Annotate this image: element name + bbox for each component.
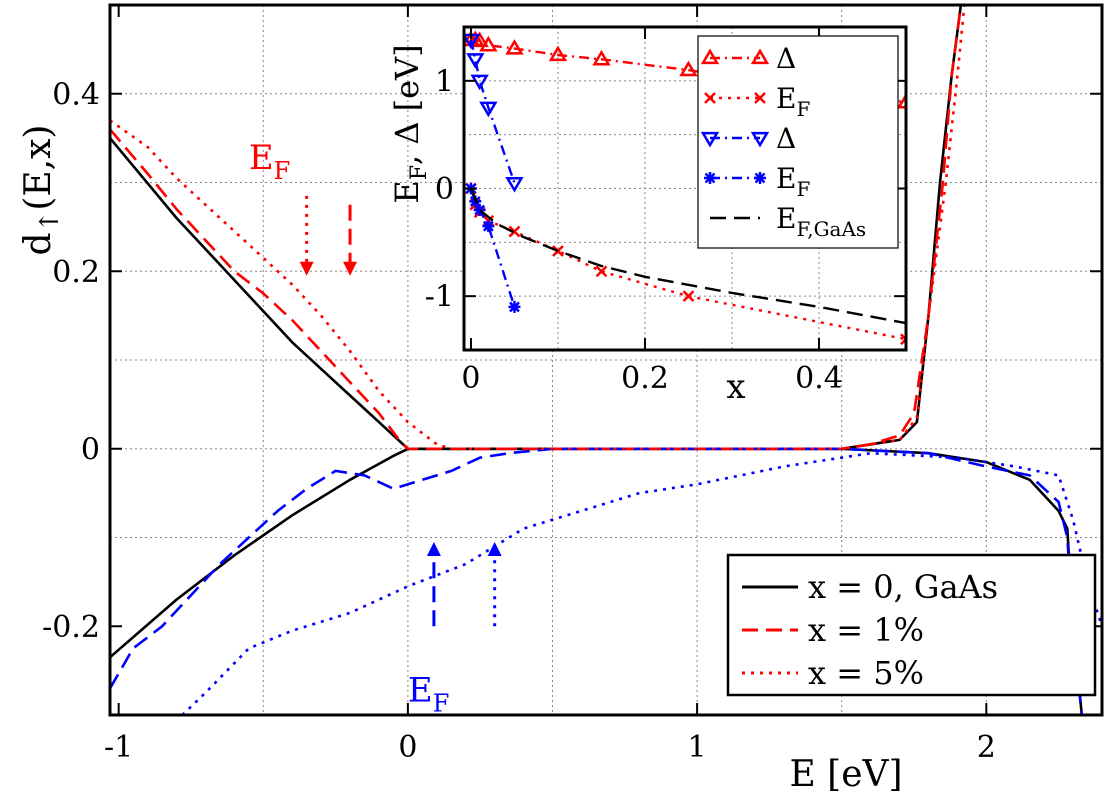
fermi-label-0: EF bbox=[249, 138, 290, 185]
main-ytick-label: 0.2 bbox=[52, 255, 100, 290]
fermi-label-main: E bbox=[408, 671, 433, 711]
inset-legend-marker-0-a bbox=[700, 48, 720, 65]
inset-point-1-7 bbox=[682, 290, 695, 303]
fermi-arrow-head-2 bbox=[426, 541, 441, 556]
inset-xtick-label: 0.4 bbox=[795, 361, 843, 396]
inset-legend-label-main: E bbox=[776, 162, 796, 195]
inset-point-3-3 bbox=[482, 220, 495, 233]
inset-legend-marker-0-b bbox=[750, 48, 770, 65]
inset-point-2-2 bbox=[470, 74, 489, 91]
inset-legend-marker-2-a bbox=[700, 131, 720, 148]
inset-y-label-main: E bbox=[388, 180, 426, 203]
inset-ytick-label: 0 bbox=[435, 172, 454, 207]
inset-legend-label-3: EF bbox=[776, 162, 810, 201]
main-ytick-label: -0.2 bbox=[42, 610, 100, 645]
inset-legend-marker-1-b bbox=[754, 92, 766, 104]
inset-point-2-3 bbox=[479, 101, 498, 118]
inset-y-label-sub: F bbox=[407, 165, 432, 180]
inset-legend-label-main: E bbox=[776, 82, 796, 115]
inset-point-0-4 bbox=[505, 39, 524, 55]
inset-legend-label-4: EF,GaAs bbox=[776, 202, 866, 241]
svg-text:d↑(E,x): d↑(E,x) bbox=[18, 125, 65, 256]
inset-legend-marker-3-a bbox=[704, 172, 716, 184]
inset-legend-label-2: Δ bbox=[776, 122, 796, 155]
main-xtick-label: 2 bbox=[977, 730, 996, 765]
main-x-axis-label: E [eV] bbox=[789, 754, 902, 795]
svg-text:EF, Δ [eV]: EF, Δ [eV] bbox=[388, 44, 432, 203]
inset-ytick-label: 1 bbox=[435, 64, 454, 99]
inset-point-1-5 bbox=[552, 245, 564, 257]
y-label-tail: (E,x) bbox=[18, 125, 59, 211]
y-label-sub: ↑ bbox=[35, 211, 65, 233]
inset-xtick-label: 0.2 bbox=[621, 361, 669, 396]
main-frame bbox=[108, 3, 1104, 717]
inset-point-0-3 bbox=[479, 35, 498, 52]
inset-ticks: 0 0.2 0.4 -1 0 1 bbox=[425, 27, 906, 396]
inset-point-1-8 bbox=[900, 333, 906, 346]
inset-legend-label-0: Δ bbox=[776, 42, 796, 75]
inset-legend-label-main: E bbox=[776, 202, 796, 235]
inset-xtick-label: 0 bbox=[461, 361, 480, 396]
inset-point-0-6 bbox=[592, 49, 611, 66]
fermi-arrow-head-3 bbox=[487, 541, 502, 556]
inset-y-label-tail: , Δ [eV] bbox=[388, 44, 426, 165]
inset-legend-box bbox=[697, 35, 899, 249]
inset-point-3-2 bbox=[473, 204, 486, 217]
inset-x-axis-label: x bbox=[726, 367, 745, 407]
fermi-level-arrows bbox=[299, 195, 502, 627]
inset-legend-label-sub: F,GaAs bbox=[796, 217, 866, 241]
inset-point-1-4 bbox=[508, 225, 521, 238]
main-series-line-3 bbox=[110, 447, 1084, 715]
main-series-group bbox=[110, 5, 1102, 715]
fermi-arrow-head-0 bbox=[299, 261, 314, 276]
main-ytick-label: 0 bbox=[81, 432, 100, 467]
main-xtick-label: -1 bbox=[104, 730, 133, 765]
inset-point-2-4 bbox=[505, 176, 524, 193]
fermi-label-sub: F bbox=[274, 157, 291, 185]
inset-legend-label-sub: F bbox=[796, 97, 810, 121]
inset-point-3-4 bbox=[508, 300, 521, 313]
inset-series-group bbox=[464, 30, 906, 346]
main-ticks: -1 0 1 2 -0.2 0 0.2 0.4 bbox=[42, 5, 1102, 765]
main-xtick-label: 0 bbox=[398, 730, 417, 765]
inset-ytick-label: -1 bbox=[425, 280, 454, 315]
main-y-axis-label: d↑(E,x) bbox=[18, 125, 65, 256]
inset-legend-marker-2-b bbox=[750, 131, 770, 148]
inset-point-2-1 bbox=[466, 53, 485, 69]
inset-point-0-7 bbox=[679, 60, 698, 77]
inset-point-1-6 bbox=[595, 265, 608, 278]
main-xtick-label: 1 bbox=[688, 730, 707, 765]
inset-legend-label-main: Δ bbox=[776, 122, 796, 155]
main-legend-label-1: x = 1% bbox=[808, 611, 924, 649]
fermi-label-main: E bbox=[249, 138, 274, 178]
main-legend-label-2: x = 5% bbox=[808, 654, 924, 692]
inset-point-0-8 bbox=[896, 92, 906, 109]
inset-point-0-5 bbox=[548, 45, 568, 62]
inset-legend-label-sub: F bbox=[796, 177, 810, 201]
y-label-main: d bbox=[18, 232, 59, 255]
inset-series-line-2 bbox=[469, 39, 516, 184]
fermi-label-1: EF bbox=[408, 671, 449, 718]
fermi-label-sub: F bbox=[433, 690, 450, 718]
inset-legend-label-main: Δ bbox=[776, 42, 796, 75]
inset-y-axis-label: EF, Δ [eV] bbox=[388, 44, 432, 203]
inset-frame bbox=[462, 25, 908, 352]
main-legend: x = 0, GaAs x = 1% x = 5% bbox=[726, 553, 1097, 697]
main-legend-label-0: x = 0, GaAs bbox=[808, 568, 998, 606]
fermi-arrow-head-1 bbox=[343, 261, 358, 276]
inset-legend-marker-1-a bbox=[704, 92, 716, 104]
inset-series-line-4 bbox=[469, 188, 906, 325]
main-series-line-2 bbox=[110, 5, 963, 451]
main-ytick-label: 0.4 bbox=[52, 77, 100, 112]
main-series-line-4 bbox=[110, 5, 966, 451]
inset-legend-label-1: EF bbox=[776, 82, 810, 121]
inset-legend-marker-3-b bbox=[754, 172, 766, 184]
